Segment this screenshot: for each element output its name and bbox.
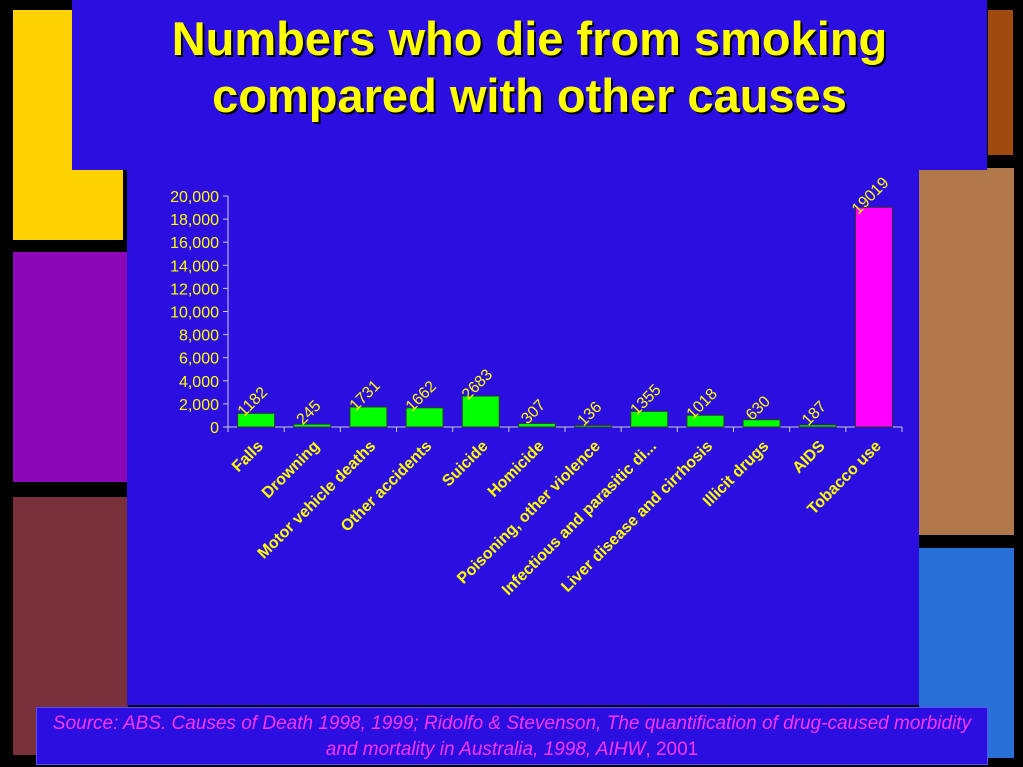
title-line-2: compared with other causes: [212, 69, 847, 122]
source-year: , 2001: [645, 739, 699, 760]
bar: [798, 424, 837, 428]
y-tick-label: 10,000: [170, 305, 219, 322]
source-text: Source: ABS. Causes of Death 1998, 1999;…: [52, 713, 972, 760]
source-citation: Source: ABS. Causes of Death 1998, 1999;…: [36, 707, 988, 765]
bar: [686, 414, 725, 428]
category-label: Suicide: [439, 438, 491, 490]
bar: [630, 410, 669, 428]
y-tick-label: 6,000: [179, 351, 219, 368]
bar: [742, 419, 781, 428]
y-tick-label: 18,000: [170, 212, 219, 229]
bar: [574, 424, 613, 428]
chart-panel: 0 2,000 4,000 6,000 8,000 10,000 12,000 14,000 1…: [127, 170, 919, 705]
y-tick-label: 14,000: [170, 258, 219, 275]
y-tick-label: 8,000: [179, 328, 219, 345]
bar: [517, 422, 556, 428]
y-tick-label: 16,000: [170, 235, 219, 252]
bar: [461, 395, 500, 428]
bar: [293, 423, 332, 428]
bar: [405, 407, 444, 428]
bar: [349, 406, 388, 428]
tan-block: [919, 168, 1014, 535]
y-tick-label: 2,000: [179, 397, 219, 414]
bar-chart: 0 2,000 4,000 6,000 8,000 10,000 12,000 14,000 1…: [170, 174, 903, 599]
title-line-1: Numbers who die from smoking: [171, 12, 888, 65]
purple-block: [13, 252, 128, 482]
rust-block: [988, 10, 1013, 155]
y-tick-label: 4,000: [179, 374, 219, 391]
y-tick-label: 20,000: [170, 189, 219, 206]
bar: [854, 206, 893, 428]
y-tick-label: 12,000: [170, 281, 219, 298]
bar: [237, 412, 276, 428]
title-panel: [72, 0, 987, 170]
slide-title: Numbers who die from smoking compared wi…: [72, 10, 987, 124]
y-tick-label: 0: [210, 420, 219, 437]
category-label: Falls: [229, 438, 267, 476]
category-label: AIDS: [790, 438, 829, 477]
